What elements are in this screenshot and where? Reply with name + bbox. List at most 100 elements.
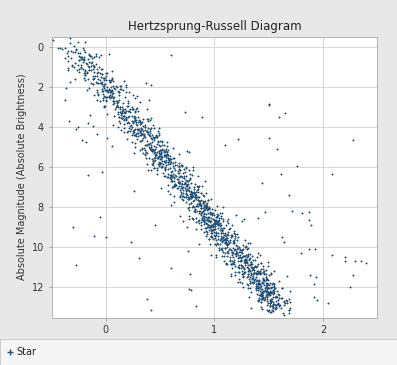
Point [179, 196, 185, 202]
Point [264, 291, 271, 296]
Point [268, 271, 274, 277]
Point [126, 120, 133, 126]
Point [259, 292, 265, 298]
Point [207, 224, 213, 230]
Point [183, 200, 189, 205]
Point [211, 233, 217, 238]
Point [242, 237, 249, 242]
Point [102, 94, 109, 100]
Point [180, 187, 187, 193]
Point [209, 206, 216, 212]
Point [62, 32, 68, 38]
Point [140, 123, 146, 129]
Point [268, 298, 274, 304]
Point [187, 172, 193, 177]
Point [164, 151, 170, 157]
Point [211, 207, 218, 213]
Point [285, 310, 292, 316]
Point [204, 214, 211, 220]
Point [266, 288, 273, 294]
Point [213, 237, 219, 243]
Point [80, 59, 86, 65]
Point [269, 281, 275, 287]
Point [267, 303, 274, 309]
Point [158, 160, 164, 165]
Point [189, 192, 195, 198]
Point [143, 130, 150, 135]
Point [219, 210, 225, 216]
Point [72, 49, 79, 55]
Point [254, 271, 260, 277]
Point [240, 242, 246, 248]
Point [222, 245, 228, 251]
Point [123, 82, 129, 88]
Point [94, 70, 100, 76]
Point [167, 165, 173, 170]
Point [275, 301, 281, 307]
Point [151, 147, 158, 153]
Point [109, 96, 116, 101]
Point [150, 158, 157, 164]
Point [230, 254, 236, 260]
Point [129, 119, 136, 125]
Point [118, 115, 125, 121]
Point [241, 257, 247, 263]
Point [197, 202, 203, 208]
Point [181, 194, 187, 200]
Point [129, 118, 135, 124]
Point [129, 104, 135, 110]
Point [110, 122, 116, 128]
Point [125, 114, 131, 120]
Point [212, 230, 219, 235]
Point [145, 125, 151, 131]
Point [260, 288, 266, 294]
Point [70, 49, 76, 55]
Point [172, 181, 179, 187]
Point [314, 297, 321, 303]
Point [236, 262, 242, 268]
Point [216, 221, 223, 227]
Point [116, 92, 122, 97]
Point [119, 113, 126, 119]
Point [200, 208, 207, 214]
Point [268, 285, 274, 291]
Point [187, 175, 193, 181]
Point [139, 116, 146, 122]
Point [206, 206, 212, 212]
Point [193, 220, 199, 226]
Point [205, 237, 212, 242]
Point [123, 116, 129, 122]
Point [188, 195, 195, 200]
Point [260, 276, 266, 282]
Point [221, 225, 227, 231]
Point [135, 131, 141, 137]
Point [185, 181, 191, 187]
Point [258, 293, 264, 299]
Point [217, 220, 223, 226]
Point [231, 247, 237, 253]
Point [158, 147, 164, 153]
Point [186, 216, 192, 222]
Point [271, 281, 278, 287]
Point [271, 290, 278, 296]
Point [207, 215, 214, 220]
Point [186, 201, 192, 207]
Point [217, 242, 223, 247]
Point [212, 233, 218, 239]
Point [257, 281, 263, 287]
Point [167, 160, 173, 166]
Point [240, 269, 247, 275]
Point [222, 142, 229, 148]
Point [233, 251, 239, 257]
Point [265, 308, 271, 314]
Point [222, 222, 229, 228]
Point [215, 212, 222, 218]
Point [103, 98, 110, 104]
Point [84, 69, 91, 75]
Point [210, 224, 216, 230]
Point [121, 114, 127, 119]
Point [255, 285, 261, 291]
Point [133, 126, 140, 132]
Point [216, 222, 222, 227]
Point [185, 194, 192, 200]
